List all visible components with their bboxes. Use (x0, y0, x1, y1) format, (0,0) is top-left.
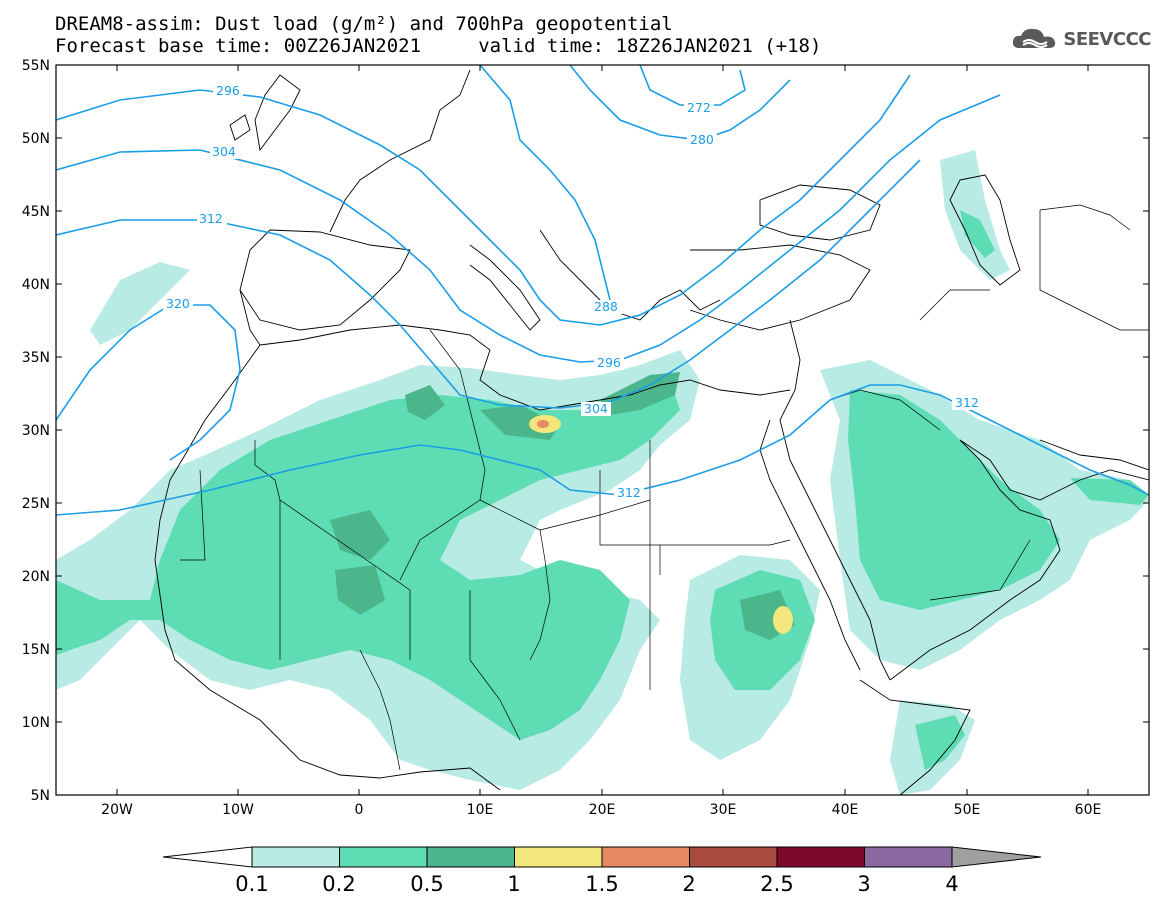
dust-area-dark (600, 372, 680, 415)
lat-label: 20N (22, 569, 50, 585)
dust-area-light (90, 262, 190, 345)
lon-label: 10W (222, 802, 254, 818)
geopotential-contours (56, 65, 1149, 516)
contour-labels: 296 304 312 320 272 280 288 296 304 312 … (163, 83, 982, 500)
colorbar-segment (251, 846, 340, 868)
dust-area-dark (335, 565, 385, 615)
colorbar (162, 846, 1042, 868)
dust-hotspot-libya-core (537, 420, 549, 428)
lat-label: 55N (22, 58, 50, 74)
colorbar-segment (689, 846, 778, 868)
map-title: DREAM8-assim: Dust load (g/m²) and 700hP… (55, 13, 673, 35)
contour-label: 296 (216, 83, 240, 98)
latitude-axis (56, 64, 1149, 723)
colorbar-segment (864, 846, 953, 868)
lat-label: 5N (31, 788, 50, 804)
contour-label: 288 (594, 299, 618, 314)
lon-label: 20E (589, 802, 616, 818)
lat-label: 30N (22, 423, 50, 439)
colorbar-label: 0.2 (322, 872, 355, 896)
contour-label: 312 (199, 211, 223, 226)
colorbar-segment (776, 846, 865, 868)
lat-label: 50N (22, 131, 50, 147)
colorbar-label: 2.5 (760, 872, 793, 896)
dust-area-dark (330, 510, 390, 560)
dust-area-medium (915, 715, 965, 770)
contour-label: 272 (687, 100, 711, 115)
colorbar-label: 0.5 (410, 872, 443, 896)
colorbar-label: 1.5 (585, 872, 618, 896)
lon-label: 40E (832, 802, 859, 818)
colorbar-segment (601, 846, 690, 868)
lon-label: 10E (467, 802, 494, 818)
contour-label: 320 (166, 296, 190, 311)
colorbar-high-arrow (951, 846, 1042, 868)
latitude-labels: 55N 50N 45N 40N 35N 30N 25N 20N 15N 10N … (22, 58, 50, 804)
lon-label: 60E (1075, 802, 1102, 818)
lon-label: 50E (954, 802, 981, 818)
dust-area-medium (848, 390, 1060, 610)
longitude-axis (116, 65, 1089, 795)
lat-label: 40N (22, 277, 50, 293)
lat-label: 15N (22, 642, 50, 658)
logo-text: SEEVCCC (1063, 28, 1151, 50)
colorbar-label: 0.1 (235, 872, 268, 896)
colorbar-segment (514, 846, 603, 868)
lat-label: 45N (22, 204, 50, 220)
dust-area-dark (405, 385, 445, 420)
lon-label: 0 (355, 802, 364, 818)
colorbar-low-arrow (162, 846, 253, 868)
contour-label: 296 (597, 355, 621, 370)
colorbar-label: 3 (857, 872, 870, 896)
cloud-icon (1013, 28, 1056, 48)
dust-area-medium (56, 380, 680, 740)
dust-area-medium (960, 210, 995, 258)
coastlines (154, 69, 1149, 795)
lat-label: 25N (22, 496, 50, 512)
map-subtitle: Forecast base time: 00Z26JAN2021 valid t… (55, 35, 822, 57)
colorbar-segment (339, 846, 428, 868)
seevccc-logo: SEEVCCC (1011, 26, 1151, 52)
colorbar-label: 1 (507, 872, 520, 896)
lat-label: 35N (22, 350, 50, 366)
longitude-labels: 20W 10W 0 10E 20E 30E 40E 50E 60E (101, 802, 1101, 818)
colorbar-segment (426, 846, 515, 868)
country-borders (180, 204, 1149, 771)
lon-label: 30E (710, 802, 737, 818)
contour-label: 304 (584, 401, 608, 416)
contour-label: 312 (617, 485, 641, 500)
dust-hotspot-sudan (773, 606, 793, 634)
contour-label: 304 (212, 144, 236, 159)
colorbar-label: 2 (682, 872, 695, 896)
contour-label: 312 (955, 395, 979, 410)
colorbar-labels: 0.1 0.2 0.5 1 1.5 2 2.5 3 4 (235, 872, 958, 896)
lon-label: 20W (101, 802, 133, 818)
colorbar-label: 4 (945, 872, 958, 896)
contour-label: 280 (690, 132, 714, 147)
dust-load-field (56, 150, 1149, 795)
lat-label: 10N (22, 715, 50, 731)
